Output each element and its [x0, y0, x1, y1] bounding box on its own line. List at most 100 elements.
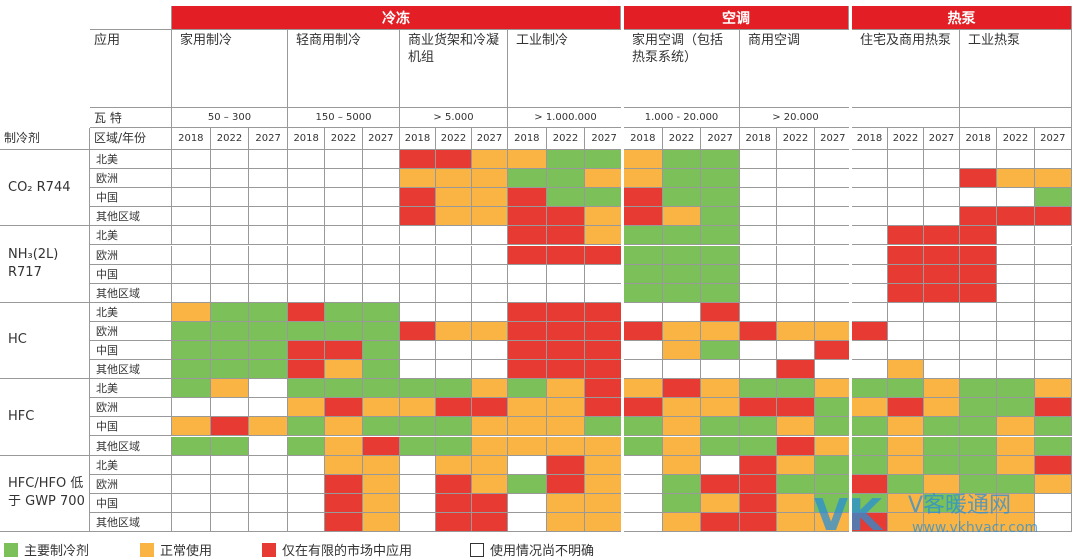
matrix-cell: [436, 169, 472, 189]
matrix-cell: [852, 360, 888, 380]
matrix-cell: [585, 150, 624, 170]
refrigerant-3: HFC: [0, 379, 90, 456]
matrix-cell: [172, 455, 211, 475]
matrix-cell: [472, 398, 508, 418]
matrix-cell: [701, 341, 740, 361]
matrix-cell: [777, 341, 815, 361]
matrix-cell: [701, 245, 740, 265]
matrix-cell: [997, 360, 1035, 380]
matrix-cell: [546, 207, 586, 227]
matrix-cell: [585, 417, 624, 437]
matrix-cell: [210, 302, 250, 322]
matrix-cell: [210, 493, 250, 513]
matrix-cell: [585, 360, 624, 380]
matrix-cell: [888, 512, 924, 532]
matrix-cell: [624, 341, 663, 361]
matrix-cell: [777, 436, 815, 456]
matrix-cell: [362, 341, 400, 361]
app-label: 应用: [90, 30, 172, 108]
matrix-cell: [210, 283, 250, 303]
matrix-cell: [924, 455, 960, 475]
matrix-cell: [852, 398, 888, 418]
matrix-cell: [662, 150, 702, 170]
matrix-cell: [960, 321, 998, 341]
matrix-cell: [472, 264, 508, 284]
year-3-2: 2027: [585, 128, 624, 150]
matrix-cell: [1034, 341, 1072, 361]
matrix-cell: [546, 188, 586, 208]
watermark: VK V客暖通网 www.vkhvacr.com: [812, 488, 1080, 541]
matrix-cell: [210, 321, 250, 341]
matrix-cell: [362, 321, 400, 341]
matrix-cell: [1034, 188, 1072, 208]
matrix-cell: [624, 207, 663, 227]
group-header-0: 冷冻: [172, 6, 621, 30]
matrix-cell: [740, 474, 778, 494]
matrix-cell: [624, 245, 663, 265]
refrigerant-2: HC: [0, 302, 90, 380]
matrix-cell: [662, 455, 702, 475]
matrix-cell: [777, 207, 815, 227]
group-separator: [849, 6, 852, 534]
region-0-3: 其他区域: [90, 207, 172, 227]
matrix-cell: [546, 512, 586, 532]
region-2-2: 中国: [90, 341, 172, 361]
application-2: 商业货架和冷凝机组: [400, 30, 508, 108]
matrix-cell: [1034, 321, 1072, 341]
matrix-cell: [172, 398, 211, 418]
matrix-cell: [546, 436, 586, 456]
legend-limited: 仅在有限的市场中应用: [262, 540, 412, 559]
matrix-cell: [400, 398, 436, 418]
group-header-1: 空调: [624, 6, 849, 30]
matrix-cell: [740, 341, 778, 361]
matrix-cell: [814, 169, 852, 189]
matrix-cell: [662, 360, 702, 380]
matrix-cell: [814, 455, 852, 475]
matrix-cell: [508, 436, 547, 456]
matrix-cell: [997, 474, 1035, 494]
matrix-cell: [888, 283, 924, 303]
matrix-cell: [508, 379, 547, 399]
legend-main: 主要制冷剂: [4, 540, 89, 559]
matrix-cell: [436, 455, 472, 475]
matrix-cell: [624, 302, 663, 322]
watermark-url: www.vkhvacr.com: [912, 520, 1038, 536]
matrix-cell: [362, 302, 400, 322]
matrix-cell: [288, 264, 326, 284]
legend-unknown: 使用情况尚不明确: [470, 540, 594, 559]
matrix-cell: [436, 321, 472, 341]
matrix-cell: [546, 226, 586, 246]
matrix-cell: [436, 493, 472, 513]
matrix-cell: [701, 474, 740, 494]
matrix-cell: [400, 360, 436, 380]
matrix-cell: [362, 169, 400, 189]
matrix-cell: [740, 169, 778, 189]
matrix-cell: [624, 188, 663, 208]
matrix-cell: [400, 226, 436, 246]
matrix-cell: [777, 188, 815, 208]
year-5-1: 2022: [777, 128, 815, 150]
matrix-cell: [997, 455, 1035, 475]
matrix-cell: [662, 245, 702, 265]
year-7-0: 2018: [960, 128, 998, 150]
matrix-cell: [814, 264, 852, 284]
matrix-cell: [508, 188, 547, 208]
matrix-cell: [852, 302, 888, 322]
matrix-cell: [585, 398, 624, 418]
matrix-cell: [249, 417, 288, 437]
matrix-cell: [814, 302, 852, 322]
matrix-cell: [960, 436, 998, 456]
matrix-cell: [585, 321, 624, 341]
matrix-cell: [288, 360, 326, 380]
matrix-cell: [662, 226, 702, 246]
matrix-cell: [960, 264, 998, 284]
matrix-cell: [624, 150, 663, 170]
matrix-cell: [172, 321, 211, 341]
matrix-cell: [472, 321, 508, 341]
matrix-cell: [288, 226, 326, 246]
watts-1: 150 – 5000: [288, 108, 400, 128]
year-2-2: 2027: [472, 128, 508, 150]
matrix-cell: [472, 207, 508, 227]
application-7: 工业热泵: [960, 30, 1072, 108]
matrix-cell: [814, 398, 852, 418]
